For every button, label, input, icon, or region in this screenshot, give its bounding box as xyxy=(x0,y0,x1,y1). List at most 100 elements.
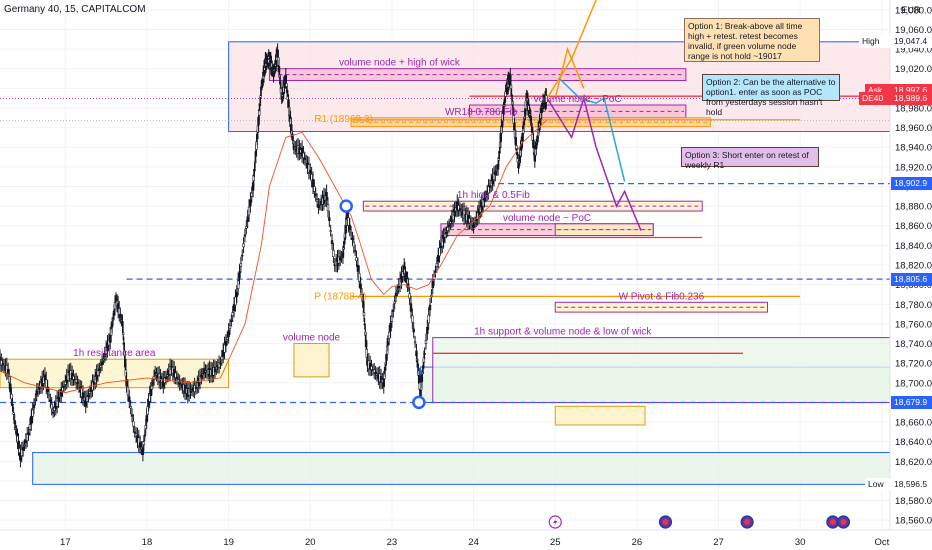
zone-label: W Pivot & Fib0.236 xyxy=(619,291,705,302)
candle-body xyxy=(164,376,168,379)
x-tick-label: 26 xyxy=(632,537,643,548)
y-tick-label: 18,960.0 xyxy=(895,123,932,134)
candle-body xyxy=(201,373,204,376)
y-tick-label: 19,040.0 xyxy=(895,45,932,56)
candle-body xyxy=(96,370,100,376)
candle-body xyxy=(497,158,500,161)
candle-body xyxy=(302,152,305,159)
price-tag-name: Low xyxy=(865,477,891,491)
zone-label: 1h resistance area xyxy=(73,348,156,359)
time-axis-ticks[interactable]: 17 18 19 20 23 24 25 26 27 30 Oct xyxy=(60,537,890,548)
marker-circle[interactable] xyxy=(339,199,353,213)
candle-body xyxy=(224,340,228,347)
candle-body xyxy=(329,230,332,232)
candle-body xyxy=(363,323,366,326)
candle-body xyxy=(34,399,37,401)
candle-body xyxy=(259,95,262,98)
candle-body xyxy=(121,332,125,335)
zone-label: 1h high & 0.5Fib xyxy=(457,190,530,201)
y-tick-label: 18,880.0 xyxy=(895,202,932,213)
y-tick-label: 18,980.0 xyxy=(895,103,932,114)
price-tag[interactable]: 18,989.6 xyxy=(891,92,932,106)
candle-body xyxy=(353,249,357,252)
candle-body xyxy=(351,237,354,240)
candle-body xyxy=(309,169,312,174)
price-tag[interactable]: 18,596.5 xyxy=(891,477,932,491)
candle-body xyxy=(130,414,134,417)
zone-rect xyxy=(362,200,703,212)
candle-body xyxy=(447,224,451,227)
candle-body xyxy=(325,192,328,201)
candle-body xyxy=(304,160,308,164)
y-tick-label: 18,740.0 xyxy=(895,339,932,350)
candle-body xyxy=(11,403,14,407)
candle-body xyxy=(422,357,426,363)
candle-body xyxy=(438,247,441,257)
candle-body xyxy=(227,330,230,338)
option3-note[interactable]: Option 3: Short enter on retest of weekl… xyxy=(681,147,819,170)
marker-circle[interactable] xyxy=(412,395,426,410)
event-icons[interactable] xyxy=(548,515,851,529)
candle-body xyxy=(358,273,361,282)
candle-body xyxy=(446,227,449,231)
candle-body xyxy=(411,315,414,323)
candle-body xyxy=(234,296,237,306)
zone-label: volume node ~ PoC xyxy=(534,94,622,105)
candle-body xyxy=(370,366,373,370)
candle-body xyxy=(488,185,492,188)
candle-body xyxy=(374,371,377,375)
candle-body xyxy=(238,271,241,279)
x-tick-label: 23 xyxy=(387,537,398,548)
option1-note[interactable]: Option 1: Break-above all time high + re… xyxy=(684,18,820,62)
y-tick-label: 18,860.0 xyxy=(895,221,932,232)
y-tick-label: 18,940.0 xyxy=(895,143,932,154)
candle-body xyxy=(85,396,89,402)
price-tag[interactable]: 18,805.6 xyxy=(891,272,932,286)
candle-body xyxy=(121,321,124,327)
candle-body xyxy=(352,241,356,248)
y-tick-label: 18,580.0 xyxy=(895,496,932,507)
candle-body xyxy=(443,233,447,238)
x-tick-label: 18 xyxy=(142,537,153,548)
candle-body xyxy=(496,164,500,170)
candle-body xyxy=(313,186,316,192)
flag-icon xyxy=(829,519,836,525)
zone-rect xyxy=(554,301,769,313)
candle-body xyxy=(386,341,390,346)
candle-body xyxy=(27,432,30,435)
y-tick-label: 19,020.0 xyxy=(895,64,932,75)
candle-body xyxy=(362,300,365,308)
zone-labels-layer: 1h resistance area 1h support & volume no… xyxy=(73,58,704,360)
candle-body xyxy=(303,157,307,160)
currency-label[interactable]: EUR xyxy=(901,5,921,15)
candle-body xyxy=(57,396,60,402)
candle-body xyxy=(1,363,4,366)
y-tick-label: 18,800.0 xyxy=(895,280,932,291)
candle-body xyxy=(62,385,66,388)
candle-body xyxy=(242,243,245,248)
candle-body xyxy=(31,409,34,417)
candle-body xyxy=(347,217,350,226)
price-tag[interactable]: 18,902.9 xyxy=(891,177,932,191)
candle-body xyxy=(249,199,252,207)
candle-body xyxy=(252,175,255,181)
candle-body xyxy=(243,234,247,237)
option2-note[interactable]: Option 2: Can be the alternative to opti… xyxy=(702,74,840,117)
price-tag[interactable]: 18,679.9 xyxy=(891,396,932,409)
candle-body xyxy=(46,386,49,392)
candle-body xyxy=(50,403,53,410)
candle-body xyxy=(365,349,368,358)
candle-body xyxy=(128,396,131,402)
candle-body xyxy=(388,331,391,339)
y-tick-label: 18,640.0 xyxy=(895,437,932,448)
price-tag-name: DE40 xyxy=(859,92,891,106)
price-tag-name: High xyxy=(859,35,891,49)
candle-body xyxy=(10,393,13,400)
flag-icon xyxy=(662,519,669,525)
candle-body xyxy=(413,341,417,344)
zone-label: WR18 0.786 Fib xyxy=(445,107,518,118)
candle-body xyxy=(220,356,224,361)
y-tick-label: 18,620.0 xyxy=(895,457,932,468)
price-tag[interactable]: 19,047.4 xyxy=(891,35,932,49)
candle-body xyxy=(232,304,236,311)
